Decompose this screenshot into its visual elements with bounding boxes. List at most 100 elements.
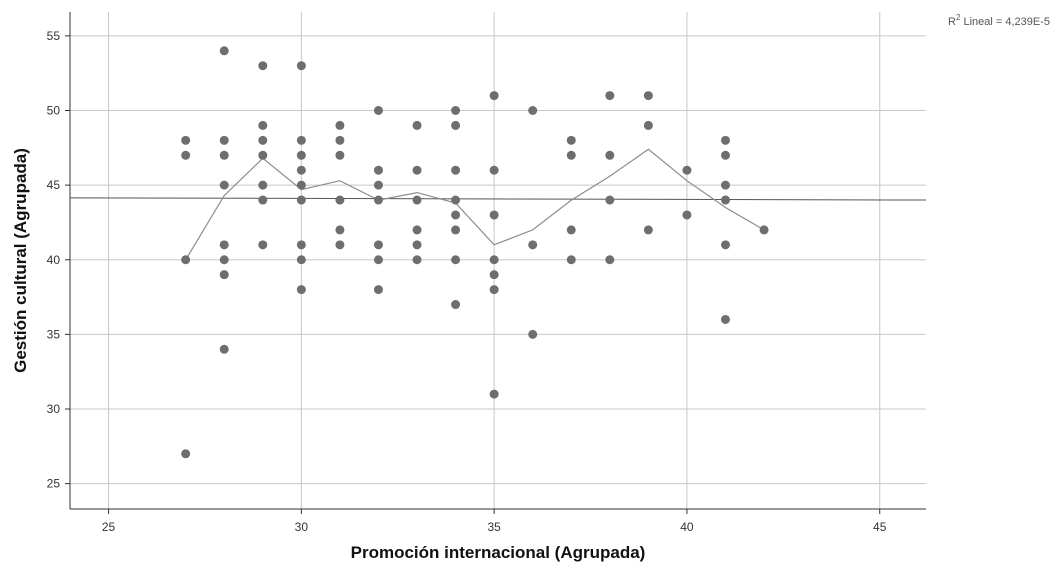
x-axis-title: Promoción internacional (Agrupada): [351, 543, 646, 562]
data-point-27: [296, 285, 306, 295]
data-point-14: [258, 135, 268, 145]
x-tick-label-30: 30: [295, 520, 309, 534]
data-point-55: [489, 91, 499, 101]
y-tick-label-50: 50: [47, 104, 61, 118]
data-point-70: [605, 150, 615, 160]
data-point-25: [296, 240, 306, 250]
data-point-26: [296, 255, 306, 265]
data-point-3: [181, 449, 191, 459]
data-point-78: [720, 135, 730, 145]
data-point-45: [412, 240, 422, 250]
data-point-60: [489, 285, 499, 295]
data-point-22: [296, 165, 306, 175]
data-point-74: [643, 120, 653, 130]
x-tick-label-25: 25: [102, 520, 116, 534]
data-point-63: [528, 240, 538, 250]
axes: [65, 12, 926, 514]
data-point-58: [489, 255, 499, 265]
data-point-52: [451, 225, 461, 235]
data-point-59: [489, 270, 499, 280]
mean-line: [185, 148, 765, 261]
data-point-56: [489, 165, 499, 175]
tick-labels: 25 30 35 40 45 50 55 25 30 35 40 45: [47, 29, 887, 534]
data-point-81: [720, 195, 730, 205]
data-point-51: [451, 210, 461, 220]
data-point-65: [566, 135, 576, 145]
data-point-35: [373, 165, 383, 175]
data-point-29: [335, 135, 345, 145]
data-point-6: [219, 150, 229, 160]
data-point-0: [181, 135, 191, 145]
data-point-9: [219, 255, 229, 265]
y-tick-label-40: 40: [47, 253, 61, 267]
data-point-31: [335, 195, 345, 205]
data-point-41: [412, 120, 422, 130]
grid-lines: [70, 12, 926, 509]
data-point-33: [335, 240, 345, 250]
r2-prefix: R: [948, 16, 956, 28]
data-point-79: [720, 150, 730, 160]
data-point-82: [720, 240, 730, 250]
x-tick-label-40: 40: [680, 520, 694, 534]
series: [69, 46, 927, 459]
data-point-48: [451, 120, 461, 130]
data-point-1: [181, 150, 191, 160]
data-point-8: [219, 240, 229, 250]
x-tick-label-45: 45: [873, 520, 887, 534]
data-point-37: [373, 195, 383, 205]
data-point-24: [296, 195, 306, 205]
data-point-69: [605, 91, 615, 101]
r2-text: Lineal = 4,239E-5: [960, 16, 1050, 28]
data-point-53: [451, 255, 461, 265]
data-point-15: [258, 150, 268, 160]
data-point-34: [373, 106, 383, 116]
data-point-50: [451, 195, 461, 205]
data-point-42: [412, 165, 422, 175]
data-point-68: [566, 255, 576, 265]
data-point-16: [258, 180, 268, 190]
data-point-67: [566, 225, 576, 235]
data-point-72: [605, 255, 615, 265]
r2-annotation: R2 Lineal = 4,239E-5: [948, 13, 1050, 28]
data-point-64: [528, 329, 538, 339]
data-point-38: [373, 240, 383, 250]
data-point-4: [219, 46, 229, 56]
y-tick-label-35: 35: [47, 327, 61, 341]
data-point-77: [682, 210, 692, 220]
data-point-19: [296, 61, 306, 71]
data-point-61: [489, 389, 499, 399]
x-tick-label-35: 35: [487, 520, 501, 534]
data-point-43: [412, 195, 422, 205]
data-point-44: [412, 225, 422, 235]
data-point-36: [373, 180, 383, 190]
data-point-10: [219, 270, 229, 280]
data-point-2: [181, 255, 191, 265]
data-point-5: [219, 135, 229, 145]
data-point-7: [219, 180, 229, 190]
y-tick-label-55: 55: [47, 29, 61, 43]
data-point-32: [335, 225, 345, 235]
data-point-71: [605, 195, 615, 205]
data-point-30: [335, 150, 345, 160]
y-tick-label-30: 30: [47, 402, 61, 416]
data-point-11: [219, 344, 229, 354]
data-point-13: [258, 120, 268, 130]
data-point-20: [296, 135, 306, 145]
data-point-18: [258, 240, 268, 250]
data-point-17: [258, 195, 268, 205]
data-point-80: [720, 180, 730, 190]
r2-superscript: 2: [956, 13, 961, 22]
data-point-39: [373, 255, 383, 265]
data-point-40: [373, 285, 383, 295]
linear-fit-line: [69, 197, 927, 201]
data-point-83: [720, 314, 730, 324]
data-point-76: [682, 165, 692, 175]
data-point-23: [296, 180, 306, 190]
data-point-12: [258, 61, 268, 71]
y-tick-label-45: 45: [47, 178, 61, 192]
data-point-84: [759, 225, 769, 235]
data-point-54: [451, 300, 461, 310]
y-tick-label-25: 25: [47, 477, 61, 491]
data-point-21: [296, 150, 306, 160]
